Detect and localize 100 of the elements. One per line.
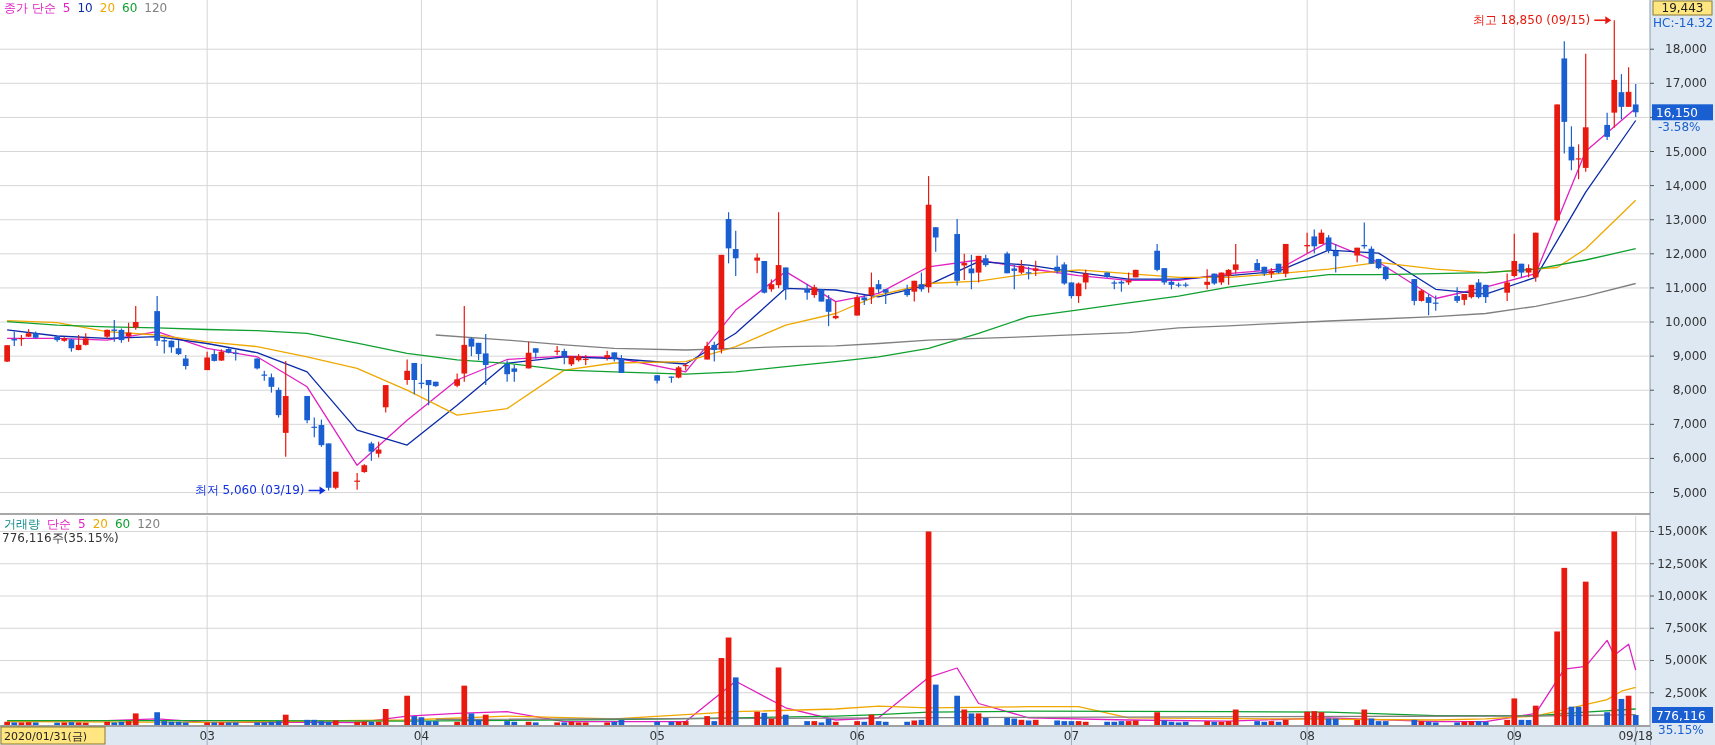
bar [18,722,25,725]
bar [982,717,989,725]
bar [275,721,282,725]
bar [811,721,818,725]
legend: 종가 단순 5 10 20 60 120 [4,1,168,15]
bar [818,722,825,725]
bar [1082,721,1089,725]
bar [1175,722,1182,725]
bar [25,722,32,725]
candlestick [804,283,810,301]
y-tick-label: 7,000 [1672,417,1707,432]
y-tick-label: 10,000K [1657,588,1709,603]
candlestick [1232,243,1239,275]
y-tick-label: 17,000 [1665,76,1707,91]
bar [1204,721,1210,725]
bar [611,721,618,725]
bar [182,722,189,725]
candlestick [1332,243,1339,274]
line-series [6,686,1637,723]
bar [382,709,389,725]
bar [1032,719,1039,725]
bar [132,713,139,725]
candlestick [1425,293,1432,316]
candlestick [1411,278,1418,306]
bar [418,717,425,725]
bar [761,712,768,725]
bar [211,722,218,725]
candlestick [132,305,139,331]
bar [4,721,10,725]
bar [1332,718,1339,725]
bar [1582,581,1589,725]
candlestick [1511,233,1518,278]
candlestick [732,230,739,277]
bar [954,695,960,725]
text: 776,116 [1656,708,1706,723]
bar [1418,721,1425,725]
bar [882,721,889,725]
candlestick [1632,83,1639,118]
y-tick-label: 12,000 [1665,246,1707,261]
y-tick-label: 5,000 [1672,485,1707,500]
y-tick-label: 15,000 [1665,144,1707,159]
bar [1118,721,1125,725]
candlestick [754,252,760,274]
bar [832,721,839,725]
candlestick [1075,281,1082,304]
candlestick [268,372,275,394]
bar [1132,720,1139,725]
candlestick [1454,286,1460,304]
bar [61,722,68,725]
candlestick [1604,112,1610,141]
bar [1268,721,1275,725]
bar [11,722,18,725]
bar [682,721,689,725]
bar [1282,719,1289,725]
candlestick [711,341,718,363]
candlestick [968,254,975,290]
bar [125,721,132,725]
bar [1461,721,1468,725]
bar [1375,721,1382,725]
candlestick [1504,273,1510,302]
text: 776,116주(35.15%) [2,531,119,545]
bar [318,721,325,725]
bar [1382,721,1389,725]
y-tick-label: 9,000 [1672,349,1707,364]
candlestick [1204,268,1210,290]
bar [968,713,975,725]
bar [225,722,232,725]
bar [68,722,75,725]
bar [1161,720,1168,725]
bar [1432,722,1439,725]
bar [1211,721,1218,725]
text: 2020/01/31(금) [4,730,87,743]
bar [82,722,89,725]
bar [111,722,118,725]
bar [1025,720,1032,725]
y-tick-label: 6,000 [1672,451,1707,466]
bar [1154,712,1160,725]
x-tick-label: 04 [413,729,430,743]
y-tick-label: 8,000 [1672,383,1707,398]
bar [204,722,210,725]
bar [582,722,589,725]
bar [1232,709,1239,725]
line-series [6,248,1637,375]
bar [961,709,968,725]
bar [732,677,739,725]
candlestick [411,362,418,395]
text: 16,150 [1656,106,1698,121]
bar [411,716,418,725]
candlestick [782,266,789,301]
bar [1225,721,1232,725]
bar [432,721,439,725]
candlestick [1311,229,1318,254]
bar [875,721,882,725]
text: 19,443 [1661,1,1704,15]
line-series [435,282,1637,351]
text: HC:-14.32 [1653,16,1714,30]
y-tick-label: 7,500K [1664,621,1709,636]
y-tick-label: 13,000 [1665,212,1707,227]
bar [1604,712,1610,725]
bar [854,721,860,725]
